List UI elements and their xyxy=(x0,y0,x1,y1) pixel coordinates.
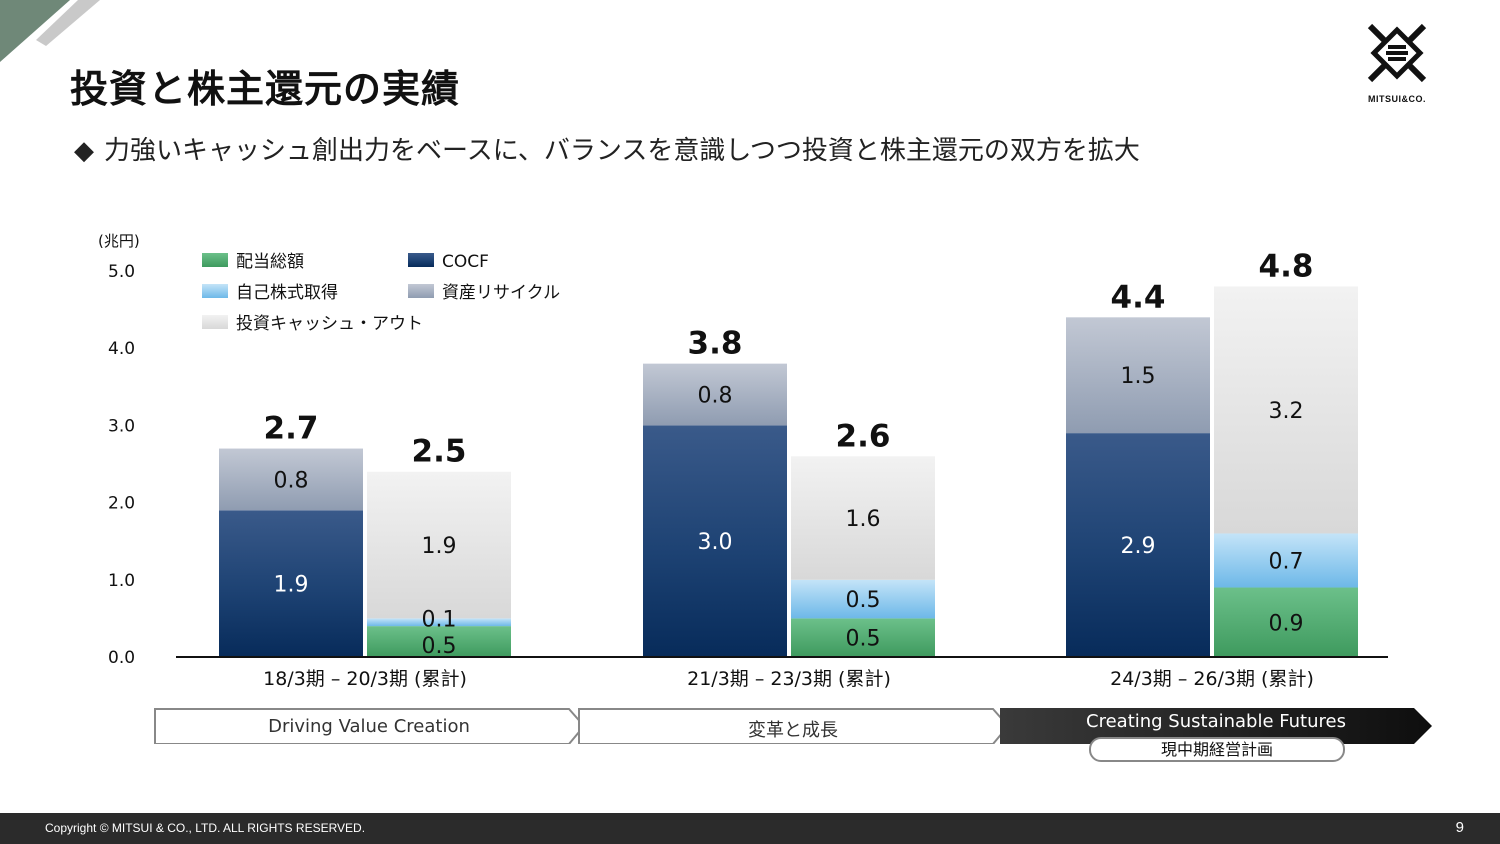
data-label-dividend: 0.5 xyxy=(846,627,881,652)
legend-label-dividend: 配当総額 xyxy=(236,252,304,272)
bar-total-label: 3.8 xyxy=(688,326,743,362)
logo-text: MITSUI&CO. xyxy=(1368,94,1426,104)
bar-segment-investment xyxy=(367,471,511,619)
bullet-icon: ◆ xyxy=(74,136,94,166)
subtitle-text: 力強いキャッシュ創出力をベースに、バランスを意識しつつ投資と株主還元の双方を拡大 xyxy=(104,136,1140,166)
legend-label-asset_recycle: 資産リサイクル xyxy=(442,283,560,303)
data-label-dividend: 0.9 xyxy=(1269,611,1304,636)
bar-segment-asset_recycle xyxy=(1066,317,1210,434)
legend-swatch-asset_recycle xyxy=(408,284,434,298)
bar-segment-dividend xyxy=(791,618,935,657)
mitsui-logo-icon xyxy=(1367,23,1427,83)
data-label-asset_recycle: 0.8 xyxy=(274,468,309,493)
footer: Copyright © MITSUI & CO., LTD. ALL RIGHT… xyxy=(0,813,1500,844)
y-tick-label: 2.0 xyxy=(108,494,135,514)
bar-segment-buyback xyxy=(367,618,511,627)
bar-segment-buyback xyxy=(791,579,935,619)
company-logo: MITSUI&CO. xyxy=(1360,18,1434,104)
legend-label-investment: 投資キャッシュ・アウト xyxy=(236,314,423,334)
phase-label-2: 変革と成長 xyxy=(748,720,838,741)
phase-arrow-1 xyxy=(154,708,586,744)
phase-label-1: Driving Value Creation xyxy=(268,716,470,737)
data-label-investment: 1.6 xyxy=(846,507,881,532)
bar-segment-investment xyxy=(1214,286,1358,534)
phase-label-3: Creating Sustainable Futures xyxy=(1086,711,1346,732)
legend-swatch-buyback xyxy=(202,284,228,298)
current-plan-badge: 現中期経営計画 xyxy=(1089,737,1345,762)
bar-segment-cocf xyxy=(219,510,363,657)
copyright: Copyright © MITSUI & CO., LTD. ALL RIGHT… xyxy=(45,821,366,835)
data-label-dividend: 0.5 xyxy=(422,634,457,659)
data-label-cocf: 1.9 xyxy=(274,573,309,598)
x-category-label: 21/3期 – 23/3期 (累計) xyxy=(687,668,891,690)
subtitle: ◆ 力強いキャッシュ創出力をベースに、バランスを意識しつつ投資と株主還元の双方を拡… xyxy=(74,130,1140,167)
data-label-buyback: 0.1 xyxy=(422,607,457,632)
x-category-label: 18/3期 – 20/3期 (累計) xyxy=(263,668,467,690)
bar-total-label: 2.5 xyxy=(412,434,467,470)
bar-segment-cocf xyxy=(643,425,787,657)
data-label-investment: 1.9 xyxy=(422,534,457,559)
legend-label-buyback: 自己株式取得 xyxy=(236,283,338,303)
y-tick-label: 1.0 xyxy=(108,571,135,591)
y-tick-label: 4.0 xyxy=(108,339,135,359)
bar-segment-asset_recycle xyxy=(219,448,363,511)
legend-label-cocf: COCF xyxy=(442,252,489,272)
phase-arrow-3 xyxy=(1000,708,1432,744)
bar-segment-cocf xyxy=(1066,433,1210,657)
data-label-buyback: 0.7 xyxy=(1269,550,1304,575)
bar-total-label: 2.6 xyxy=(836,418,891,454)
stacked-bar-chart: (兆円) 0.0 1.0 2.0 3.0 4.0 5.0 配当総額 COCF 自己株式取得 資産リサ… xyxy=(98,232,1388,690)
data-label-buyback: 0.5 xyxy=(846,588,881,613)
legend-swatch-cocf xyxy=(408,253,434,267)
y-tick-label: 3.0 xyxy=(108,416,135,436)
y-tick-label: 5.0 xyxy=(108,262,135,282)
data-label-investment: 3.2 xyxy=(1269,399,1304,424)
bar-segment-buyback xyxy=(1214,533,1358,588)
bar-total-label: 4.4 xyxy=(1111,279,1166,315)
y-tick-label: 0.0 xyxy=(108,648,135,668)
bar-segment-dividend xyxy=(367,626,511,657)
legend-swatch-dividend xyxy=(202,253,228,267)
y-axis-unit: (兆円) xyxy=(98,232,140,250)
data-label-cocf: 2.9 xyxy=(1121,534,1156,559)
bar-total-label: 2.7 xyxy=(264,411,319,447)
bar-segment-asset_recycle xyxy=(643,363,787,426)
data-label-asset_recycle: 1.5 xyxy=(1121,364,1156,389)
page-number: 9 xyxy=(1455,819,1464,836)
data-label-asset_recycle: 0.8 xyxy=(698,384,733,409)
x-category-label: 24/3期 – 26/3期 (累計) xyxy=(1110,668,1314,690)
bar-segment-investment xyxy=(791,456,935,580)
corner-stripes xyxy=(0,0,100,73)
data-label-cocf: 3.0 xyxy=(698,530,733,555)
bar-segment-dividend xyxy=(1214,587,1358,657)
legend-swatch-investment xyxy=(202,315,228,329)
page-title: 投資と株主還元の実績 xyxy=(70,67,461,111)
bar-total-label: 4.8 xyxy=(1259,248,1314,284)
